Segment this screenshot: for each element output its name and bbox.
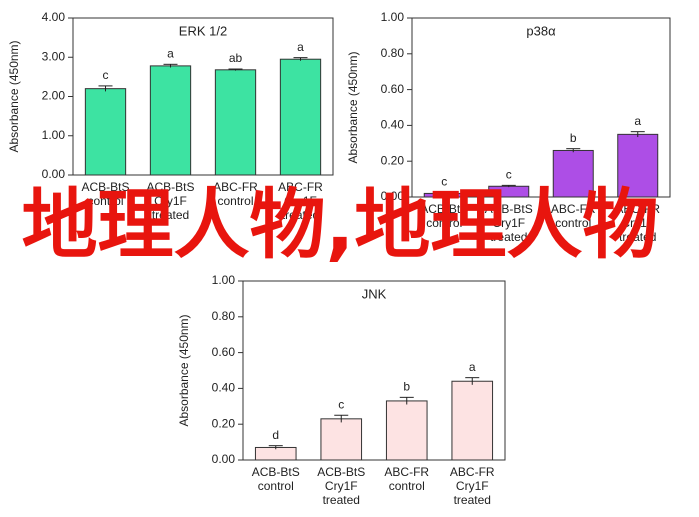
x-tick-label: ABC-FR Cry1F treated: [449, 465, 495, 507]
significance-letter: a: [634, 114, 641, 128]
y-tick-label: 0.80: [212, 309, 236, 323]
x-tick-label: ACB-BtS control: [81, 180, 130, 208]
significance-letter: b: [570, 131, 577, 145]
x-tick-label: ACB-BtS Cry1F treated: [146, 180, 195, 222]
y-tick-label: 3.00: [42, 49, 66, 63]
x-tick-label: ACB-BtS control: [420, 202, 469, 230]
y-tick-label: 0.00: [381, 189, 405, 203]
bar: [320, 418, 363, 461]
x-tick-label: ACB-BtS control: [251, 465, 300, 493]
bar: [84, 88, 127, 176]
y-tick-label: 4.00: [42, 10, 66, 24]
y-tick-label: 1.00: [381, 10, 405, 24]
x-tick-label: ACB-BtS Cry1F treated: [317, 465, 366, 507]
y-tick-label: 0.60: [381, 82, 405, 96]
y-tick-label: 0.60: [212, 345, 236, 359]
y-tick-label: 0.00: [212, 452, 236, 466]
bar: [451, 380, 494, 461]
y-tick-label: 1.00: [212, 273, 236, 287]
y-tick-label: 0.00: [42, 167, 66, 181]
bar: [617, 133, 659, 198]
significance-letter: c: [506, 168, 512, 182]
y-tick-label: 0.40: [381, 118, 405, 132]
y-tick-label: 2.00: [42, 89, 66, 103]
x-tick-label: ABC-FR Cry1F treated: [615, 202, 661, 244]
bar: [385, 400, 428, 461]
y-axis-label: Absorbance (450nm): [177, 314, 191, 426]
x-tick-label: ABC-FR control: [213, 180, 258, 208]
significance-letter: c: [441, 175, 447, 189]
bar: [552, 149, 594, 198]
y-axis-label: Absorbance (450nm): [7, 40, 21, 152]
significance-letter: a: [469, 360, 476, 374]
y-tick-label: 0.40: [212, 381, 236, 395]
significance-letter: b: [403, 380, 410, 394]
significance-letter: ab: [229, 51, 243, 65]
x-tick-label: ABC-FR control: [384, 465, 430, 493]
bar: [149, 65, 192, 176]
x-tick-label: ACB-BtS Cry1F treated: [484, 202, 533, 244]
plot-frame: [411, 17, 671, 198]
significance-letter: c: [103, 68, 109, 82]
y-tick-label: 0.20: [381, 153, 405, 167]
x-tick-label: ABC-FR control: [550, 202, 596, 230]
y-tick-label: 1.00: [42, 128, 66, 142]
y-tick-label: 0.80: [381, 46, 405, 60]
chart-title: JNK: [362, 286, 387, 301]
significance-letter: c: [338, 397, 344, 411]
significance-letter: a: [167, 46, 174, 60]
y-axis-label: Absorbance (450nm): [346, 51, 360, 163]
chart-title: p38α: [526, 23, 556, 38]
bar: [214, 69, 257, 176]
x-tick-label: ABC-FR Cry1F treated: [278, 180, 323, 222]
significance-letter: a: [297, 40, 304, 54]
y-tick-label: 0.20: [212, 416, 236, 430]
chart-title: ERK 1/2: [179, 23, 227, 38]
significance-letter: d: [272, 428, 279, 442]
plot-frame: [242, 280, 506, 461]
bar: [254, 446, 297, 461]
bar: [279, 58, 322, 176]
watermark: 地理人物,地理人物: [21, 180, 659, 269]
